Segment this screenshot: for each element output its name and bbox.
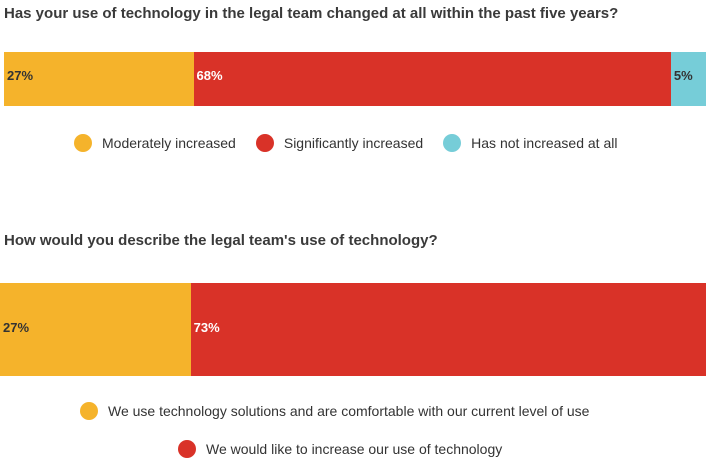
chart2-legend-entry-1: We use technology solutions and are comf… [80,402,589,420]
chart1-legend-entry-3: Has not increased at all [443,134,617,152]
chart1-title: Has your use of technology in the legal … [4,5,619,22]
chart1-legend-entry-2: Significantly increased [255,134,424,152]
chart2-legend-item-1: We use technology solutions and are comf… [80,402,609,420]
chart1-bar-segment-2: 68% [193,52,671,106]
chart2-legend-entry-2: We would like to increase our use of tec… [178,440,502,458]
legend-dot-icon [74,134,92,152]
legend-dot-icon [178,440,196,458]
chart2-bar-segment-1: 27% [0,283,191,376]
chart1-data-label-1: 27% [7,68,34,83]
chart1-legend: Moderately increased Significantly increa… [74,134,637,152]
legend-label: We use technology solutions and are comf… [108,403,590,419]
legend-dot-icon [80,402,98,420]
chart2-title: How would you describe the legal team's … [4,232,438,249]
legend-dot-icon [443,134,462,152]
legend-label: Significantly increased [283,135,424,151]
chart2-bar-segment-2: 73% [190,283,706,376]
chart1-bar-segment-3: 5% [670,52,706,106]
legend-dot-icon [255,134,274,152]
legend-label: Moderately increased [102,135,236,151]
chart1-bar-segment-1: 27% [4,52,194,106]
legend-label: We would like to increase our use of tec… [206,441,503,457]
chart2-stacked-bar: 27% 73% [0,283,706,376]
chart1-stacked-bar: 27% 68% 5% [4,52,706,106]
legend-label: Has not increased at all [471,135,618,151]
chart2-legend-item-2: We would like to increase our use of tec… [178,440,522,458]
chart2-data-label-1: 27% [3,320,30,335]
chart2-data-label-2: 73% [193,320,220,335]
chart1-data-label-3: 5% [673,68,693,83]
chart1-legend-entry-1: Moderately increased [74,134,236,152]
chart1-data-label-2: 68% [196,68,223,83]
